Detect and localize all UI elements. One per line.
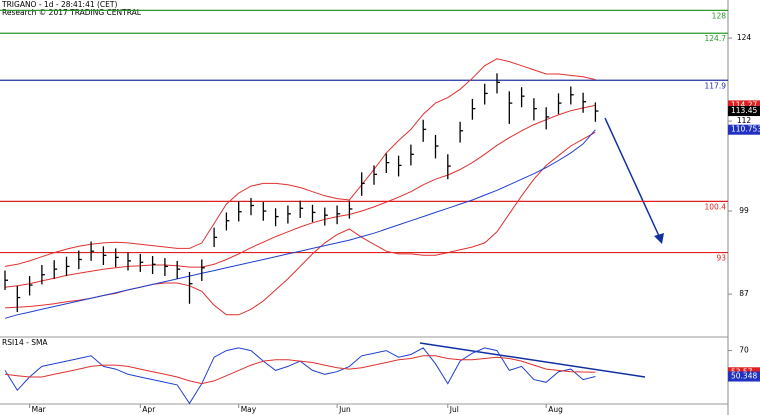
rsi-trendline — [419, 342, 646, 378]
y-tick-label: 87 — [739, 289, 749, 298]
level-label: 100.4 — [705, 202, 727, 211]
forecast-arrow — [604, 117, 664, 244]
price-marker — [728, 106, 760, 117]
price-marker — [728, 100, 760, 111]
price-marker — [728, 371, 760, 382]
overlay-line — [4, 129, 596, 319]
chart-subtitle: Research © 2017 TRADING CENTRAL — [2, 8, 142, 17]
x-tick-label: Aug — [548, 405, 563, 414]
level-label: 117.9 — [705, 81, 727, 90]
price-marker-label: 114.27 — [731, 100, 757, 109]
level-label: 128 — [712, 11, 727, 20]
level-label: 93 — [716, 254, 726, 263]
y-tick-label: 99 — [739, 206, 749, 215]
x-tick-label: Jul — [449, 405, 459, 414]
price-marker — [728, 124, 760, 135]
level-label: 124.7 — [705, 34, 727, 43]
x-tick-label: Jun — [338, 405, 351, 414]
rsi-y-tick-label: 70 — [739, 346, 749, 355]
price-marker-label: 50.348 — [731, 372, 757, 381]
arrow-shaft — [604, 117, 660, 237]
rsi-line — [4, 355, 596, 385]
x-tick-label: Mar — [32, 405, 47, 414]
y-tick-label: 124 — [737, 33, 752, 42]
price-marker-label: 110.753 — [731, 125, 760, 134]
rsi-title: RSI14 - SMA — [2, 338, 48, 347]
price-marker-label: 113.45 — [731, 106, 757, 115]
arrow-head — [654, 233, 664, 244]
chart-title: TRIGANO - 1d - 28:41:41 (CET) — [1, 0, 117, 9]
x-tick-label: May — [241, 405, 257, 414]
y-tick-label: 112 — [737, 116, 752, 125]
x-tick-label: Apr — [142, 405, 156, 414]
overlay-line — [4, 58, 596, 267]
overlay-line — [4, 104, 596, 288]
